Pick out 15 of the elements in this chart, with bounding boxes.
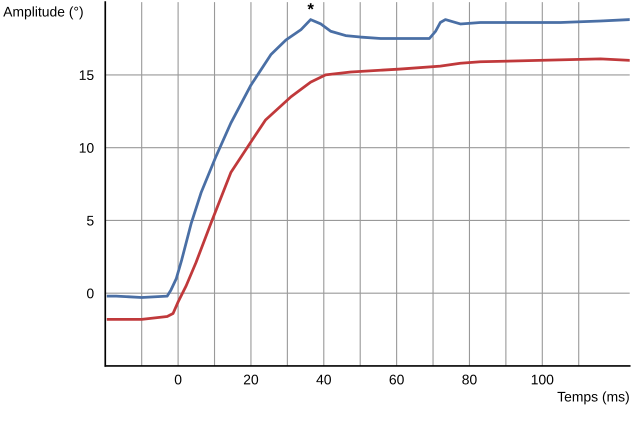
line-series [106, 57, 630, 321]
y-tick-label: 0 [86, 288, 94, 298]
x-tick-label: 100 [532, 374, 554, 384]
y-axis-title: Amplitude (°) [3, 6, 83, 20]
line-series [106, 18, 630, 299]
annotation: * [307, 3, 314, 10]
y-tick-label: 10 [80, 142, 94, 153]
x-tick-label: 20 [244, 374, 258, 384]
x-tick-label: 0 [174, 374, 182, 384]
x-tick-label: 40 [316, 374, 331, 384]
y-tick-label: 15 [80, 70, 94, 80]
x-axis-title: Temps (ms) [558, 391, 629, 404]
x-tick-label: 60 [390, 374, 404, 384]
x-tick-label: 80 [462, 374, 477, 384]
y-tick-label: 5 [86, 216, 94, 226]
